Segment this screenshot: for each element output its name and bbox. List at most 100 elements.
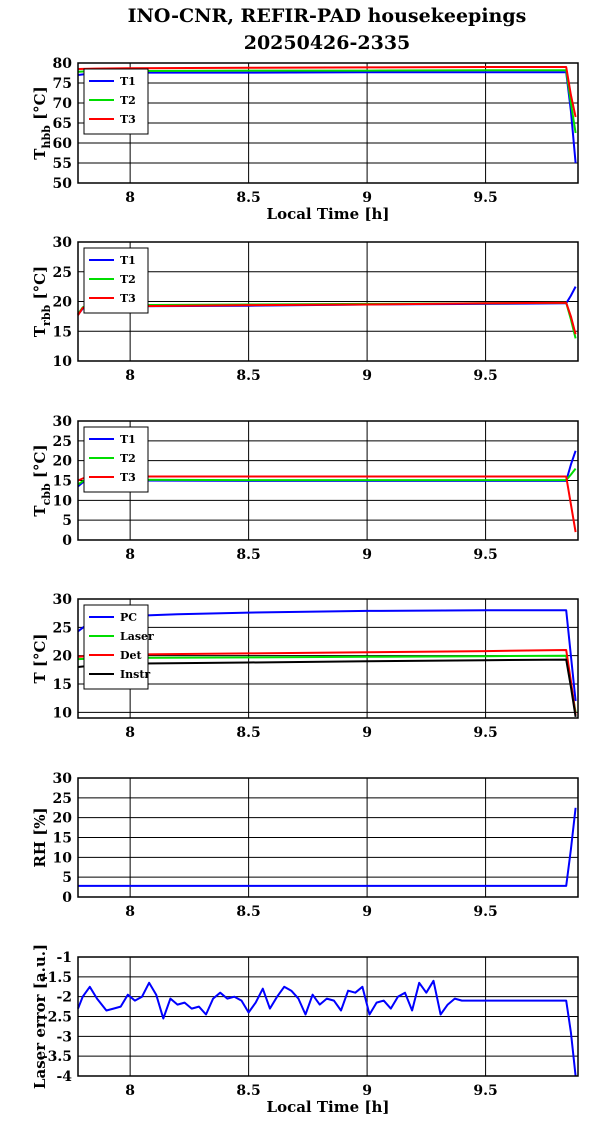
y-tick-label: 10: [53, 705, 73, 721]
y-axis-label: Tcbb [°C]: [31, 444, 53, 516]
x-tick-label: 8.5: [236, 190, 260, 206]
y-tick-label: 30: [53, 235, 73, 251]
y-axis-symbol: RH [%]: [31, 807, 49, 867]
x-tick-label: 8.5: [236, 547, 260, 563]
x-tick-label: 8: [125, 1083, 135, 1099]
legend-label: T3: [120, 292, 136, 305]
panel-6: -4 -3.5 -3 -2.5 -2 -1.5 -1 8 8.5 9 9.5 Laser error …: [31, 944, 579, 1116]
y-axis-label: Laser error [a.u.]: [31, 944, 49, 1089]
y-tick-label: 25: [53, 434, 72, 450]
y-tick-label: 25: [53, 791, 72, 807]
panel-5: 0 5 10 15 20 25 30 8 8.5 9 9.5 RH [%]: [31, 771, 579, 920]
legend-label: T1: [120, 433, 136, 446]
x-axis-label: Local Time [h]: [267, 205, 390, 223]
y-tick-label: 60: [53, 136, 73, 152]
y-tick-label: 5: [62, 513, 72, 529]
legend-label: T2: [120, 452, 136, 465]
x-tick-label: 9: [362, 368, 372, 384]
y-tick-label: 80: [53, 56, 73, 72]
plot-frame: [77, 62, 579, 184]
legend-label: T3: [120, 113, 136, 126]
y-axis-label: Trbb [°C]: [31, 266, 53, 337]
y-axis-symbol: T [°C]: [31, 633, 49, 683]
series-line-main: [77, 979, 577, 1077]
y-tick-label: 0: [62, 890, 72, 906]
x-tick-label: 9: [362, 725, 372, 741]
y-axis-symbol: T: [31, 325, 49, 337]
legend: T1 T2 T3: [83, 426, 149, 493]
y-axis-subscript: hbb: [40, 125, 53, 149]
y-tick-label: 65: [53, 116, 72, 132]
panel-2: 10 15 20 25 30 8 8.5 9 9.5 T1 T2 T3 Trbb [°C]: [31, 235, 579, 384]
series-line-t3: [77, 66, 577, 118]
y-tick-label: 10: [53, 354, 73, 370]
legend: T1 T2 T3: [83, 68, 149, 135]
chart-title: INO-CNR, REFIR-PAD housekeepings: [128, 5, 527, 27]
y-tick-label: 75: [53, 76, 72, 92]
y-tick-label: 20: [53, 811, 73, 827]
y-tick-label: -3.5: [42, 1049, 72, 1065]
x-tick-label: 9.5: [473, 368, 497, 384]
legend-label: Det: [120, 649, 143, 662]
y-tick-label: 30: [53, 592, 73, 608]
x-tick-label: 9.5: [473, 1083, 497, 1099]
y-tick-label: 70: [53, 96, 73, 112]
legend: T1 T2 T3: [83, 247, 149, 314]
legend-label: PC: [120, 611, 137, 624]
x-tick-label: 8: [125, 547, 135, 563]
plot-frame: [77, 777, 579, 898]
y-axis-label: Thbb [°C]: [31, 86, 53, 159]
legend-box: [83, 68, 149, 135]
y-axis-unit: [°C]: [31, 266, 49, 305]
panel-4: 10 15 20 25 30 8 8.5 9 9.5 PC Laser Det Instr T [°C]: [31, 592, 579, 741]
y-tick-label: 30: [53, 771, 73, 787]
y-tick-label: 15: [53, 831, 72, 847]
y-tick-label: 20: [53, 454, 73, 470]
x-tick-label: 9.5: [473, 547, 497, 563]
x-tick-label: 9.5: [473, 904, 497, 920]
legend: PC Laser Det Instr: [83, 604, 154, 690]
x-tick-label: 8: [125, 190, 135, 206]
y-tick-label: 55: [53, 156, 72, 172]
y-tick-label: 25: [53, 265, 72, 281]
y-tick-label: -4: [56, 1069, 72, 1085]
y-axis-label: T [°C]: [31, 633, 49, 683]
x-tick-label: 8: [125, 725, 135, 741]
y-tick-label: 15: [53, 677, 72, 693]
y-axis-subscript: cbb: [40, 483, 53, 505]
y-axis-unit: [°C]: [31, 444, 49, 483]
y-tick-label: 10: [53, 493, 73, 509]
y-tick-label: -3: [56, 1029, 72, 1045]
y-axis-symbol: T: [31, 148, 49, 160]
legend-box: [83, 426, 149, 493]
x-tick-label: 8: [125, 904, 135, 920]
y-tick-label: 5: [62, 870, 72, 886]
y-tick-label: 15: [53, 324, 72, 340]
chart-subtitle: 20250426-2335: [244, 32, 411, 54]
legend-box: [83, 247, 149, 314]
y-axis-label: RH [%]: [31, 807, 49, 867]
x-tick-label: 8: [125, 368, 135, 384]
x-tick-label: 8.5: [236, 368, 260, 384]
x-tick-label: 9: [362, 190, 372, 206]
x-axis-label: Local Time [h]: [267, 1098, 390, 1116]
y-tick-label: 25: [53, 620, 72, 636]
legend-label: Laser: [120, 630, 154, 643]
y-tick-label: 15: [53, 474, 72, 490]
y-tick-label: -2: [56, 990, 72, 1006]
y-tick-label: 20: [53, 295, 73, 311]
panel-1: 50 55 60 65 70 75 80 8 8.5 9 9.5 T1 T2 T3 Thbb [°C] Loc…: [31, 56, 579, 223]
y-axis-symbol: T: [31, 505, 49, 517]
legend-label: T2: [120, 94, 136, 107]
x-tick-label: 9.5: [473, 190, 497, 206]
y-axis-unit: [°C]: [31, 86, 49, 125]
x-tick-label: 9: [362, 1083, 372, 1099]
y-tick-label: 20: [53, 649, 73, 665]
x-tick-label: 8.5: [236, 904, 260, 920]
y-tick-label: 0: [62, 533, 72, 549]
y-tick-label: 10: [53, 850, 73, 866]
legend-label: T2: [120, 273, 136, 286]
y-axis-symbol: Laser error [a.u.]: [31, 944, 49, 1089]
plot-frame: [77, 420, 579, 541]
